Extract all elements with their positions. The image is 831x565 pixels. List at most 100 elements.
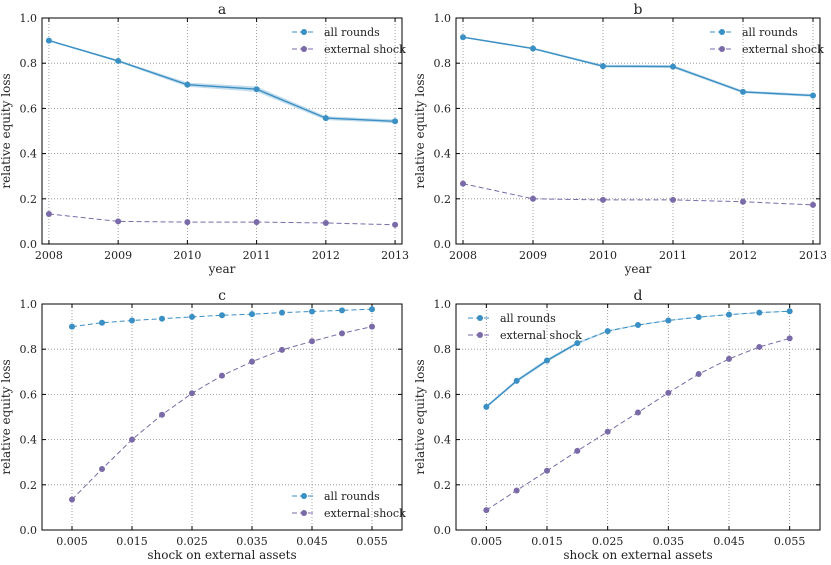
y-axis-label: relative equity loss bbox=[0, 73, 13, 188]
panel-title: d bbox=[634, 288, 643, 304]
y-tick-label: 0.8 bbox=[20, 57, 38, 70]
x-tick-label: 0.035 bbox=[236, 535, 268, 548]
data-point-external_shock bbox=[726, 355, 732, 362]
x-tick-label: 0.015 bbox=[531, 535, 563, 548]
data-point-external_shock bbox=[483, 507, 490, 514]
x-tick-label: 2009 bbox=[519, 249, 547, 262]
legend: all rounds external shock bbox=[710, 26, 824, 56]
legend: all rounds external shock bbox=[292, 490, 406, 520]
data-point-all_rounds bbox=[544, 357, 550, 364]
data-point-external_shock bbox=[695, 371, 702, 378]
data-point-all_rounds bbox=[604, 328, 611, 335]
data-point-external_shock bbox=[129, 436, 135, 443]
plot-frame bbox=[455, 303, 821, 531]
y-tick-label: 0.8 bbox=[434, 343, 452, 356]
x-tick-label: 2009 bbox=[104, 249, 132, 262]
data-point-all_rounds bbox=[574, 340, 581, 347]
legend-label-all_rounds: all rounds bbox=[324, 26, 380, 39]
data-point-all_rounds bbox=[635, 322, 641, 329]
data-point-all_rounds bbox=[322, 115, 329, 122]
data-point-all_rounds bbox=[695, 314, 702, 321]
legend-label-all_rounds: all rounds bbox=[324, 490, 380, 503]
y-tick-label: 0.6 bbox=[20, 388, 38, 401]
data-point-external_shock bbox=[219, 372, 225, 379]
data-point-external_shock bbox=[740, 198, 746, 205]
data-point-all_rounds bbox=[129, 317, 135, 324]
plot-frame bbox=[41, 17, 403, 245]
panel-title: a bbox=[218, 2, 226, 18]
data-point-external_shock bbox=[635, 409, 641, 416]
series-line-external_shock bbox=[462, 183, 814, 206]
y-tick-label: 0.8 bbox=[434, 57, 452, 70]
data-point-all_rounds bbox=[392, 118, 399, 125]
data-point-all_rounds bbox=[45, 37, 52, 44]
x-tick-label: 0.045 bbox=[296, 535, 328, 548]
data-point-all_rounds bbox=[810, 92, 816, 99]
data-point-external_shock bbox=[253, 219, 260, 226]
data-point-all_rounds bbox=[279, 309, 285, 316]
data-point-external_shock bbox=[45, 210, 52, 217]
plot-frame bbox=[455, 17, 821, 245]
legend-label-all_rounds: all rounds bbox=[500, 312, 556, 325]
x-tick-label: 0.005 bbox=[56, 535, 88, 548]
data-point-all_rounds bbox=[460, 34, 466, 41]
series-line-all_rounds bbox=[48, 39, 396, 122]
data-point-all_rounds bbox=[786, 308, 793, 315]
x-tick-label: 2013 bbox=[381, 249, 409, 262]
y-tick-label: 0.4 bbox=[434, 148, 452, 161]
x-tick-label: 2012 bbox=[729, 249, 757, 262]
x-tick-label: 0.055 bbox=[774, 535, 806, 548]
x-tick-label: 0.015 bbox=[116, 535, 148, 548]
data-point-external_shock bbox=[513, 487, 520, 494]
data-point-all_rounds bbox=[69, 323, 75, 330]
legend-marker-all_rounds bbox=[301, 29, 307, 35]
panel-b: 0.0 0.2 0.4 0.6 0.8 1.0 2008 2009 2010 2011 2012 20… bbox=[413, 2, 827, 276]
data-point-external_shock bbox=[339, 330, 345, 337]
data-point-external_shock bbox=[184, 219, 191, 226]
x-tick-label: 0.035 bbox=[653, 535, 685, 548]
data-point-all_rounds bbox=[483, 403, 490, 410]
legend-label-external_shock: external shock bbox=[500, 329, 582, 342]
x-axis-label: shock on external assets bbox=[147, 548, 296, 562]
y-tick-label: 0.4 bbox=[20, 148, 38, 161]
x-axis-label: year bbox=[624, 262, 652, 276]
legend-marker-all_rounds bbox=[301, 493, 307, 499]
x-tick-label: 2011 bbox=[659, 249, 687, 262]
y-tick-label: 0.0 bbox=[434, 524, 452, 537]
y-tick-label: 0.6 bbox=[20, 102, 38, 115]
data-point-all_rounds bbox=[253, 86, 260, 93]
data-point-all_rounds bbox=[309, 308, 315, 315]
data-point-all_rounds bbox=[219, 312, 225, 319]
data-point-external_shock bbox=[279, 346, 285, 353]
y-tick-label: 0.2 bbox=[434, 479, 452, 492]
data-point-external_shock bbox=[99, 465, 105, 472]
y-axis-label: relative equity loss bbox=[0, 359, 13, 474]
x-tick-label: 0.045 bbox=[713, 535, 745, 548]
data-point-all_rounds bbox=[115, 57, 122, 64]
data-point-all_rounds bbox=[339, 307, 345, 314]
data-point-all_rounds bbox=[756, 309, 763, 316]
x-tick-label: 2012 bbox=[312, 249, 340, 262]
panel-a: 0.0 0.2 0.4 0.6 0.8 1.0 2008 2009 2010 2011 2012 20… bbox=[0, 2, 409, 276]
data-point-external_shock bbox=[322, 219, 329, 226]
data-point-external_shock bbox=[530, 195, 536, 202]
series-line-all_rounds bbox=[71, 308, 373, 328]
y-tick-label: 1.0 bbox=[434, 12, 452, 25]
data-point-external_shock bbox=[115, 218, 122, 225]
y-tick-label: 0.2 bbox=[20, 479, 38, 492]
y-tick-label: 1.0 bbox=[434, 298, 452, 311]
y-axis-label: relative equity loss bbox=[413, 359, 427, 474]
data-point-external_shock bbox=[460, 180, 466, 187]
data-point-external_shock bbox=[69, 496, 75, 503]
data-point-all_rounds bbox=[189, 313, 195, 320]
legend-marker-all_rounds bbox=[477, 315, 483, 321]
data-point-all_rounds bbox=[670, 63, 676, 70]
data-point-external_shock bbox=[544, 467, 550, 474]
series-line-external_shock bbox=[71, 326, 373, 500]
data-point-external_shock bbox=[392, 221, 399, 228]
legend: all rounds external shock bbox=[292, 26, 406, 56]
data-point-all_rounds bbox=[249, 311, 255, 318]
y-tick-label: 0.2 bbox=[434, 193, 452, 206]
x-tick-label: 0.025 bbox=[176, 535, 208, 548]
